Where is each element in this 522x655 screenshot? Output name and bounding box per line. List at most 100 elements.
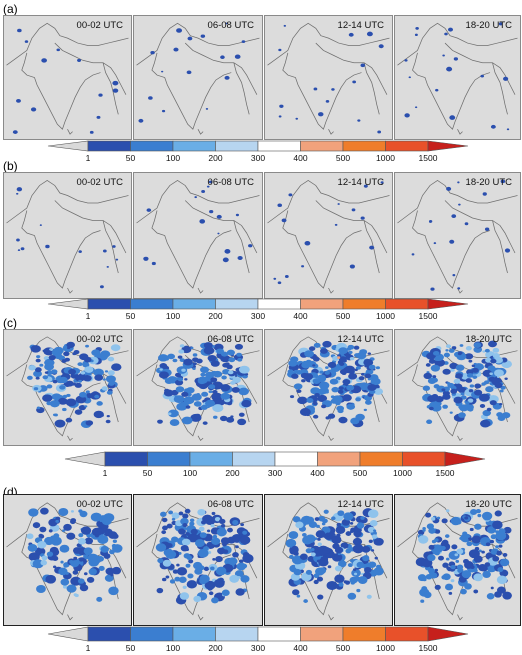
rain-cell [482,570,491,578]
colorbar-box [317,451,361,467]
rain-cell [78,538,86,545]
rain-cell [461,570,472,579]
rain-cell [428,544,435,550]
rain-cell [200,404,208,410]
rain-cell [203,566,210,571]
colorbar-box [274,451,318,467]
rain-cell [435,88,439,92]
rain-cell [481,382,486,386]
rain-cell [192,367,196,370]
rain-cell [374,556,378,560]
rain-cell [310,552,316,557]
rain-cell [455,364,465,371]
rain-cell [480,74,485,78]
rain-cell [436,516,441,520]
rain-cell [35,376,40,380]
map-canvas [136,502,260,621]
rain-cell [317,594,324,600]
rain-cell [339,369,348,375]
rain-cell [490,534,497,540]
rain-cell [94,534,99,538]
rain-cell [338,365,344,369]
rain-cell [291,545,299,552]
rain-cell [234,54,241,59]
rain-cell [445,344,452,349]
colorbar-box [147,451,191,467]
rain-cell [79,391,87,398]
rain-cell [313,573,320,579]
rain-cell [367,352,372,355]
rain-cell [279,104,284,108]
rain-cell [306,397,314,404]
rain-cell [360,216,365,220]
colorbar-tick-label: 1 [102,468,108,478]
rain-cell [205,107,209,110]
rain-cell [331,516,336,521]
rain-cell [36,584,46,593]
rain-cell [450,579,455,583]
rain-cell [214,516,221,522]
colorbar-box [385,298,429,310]
rain-cell [106,390,113,395]
rain-cell [295,521,304,529]
rain-cell [188,559,194,564]
rain-cell [428,220,433,223]
rain-cell [98,565,105,571]
rain-cell [201,383,209,388]
rain-cell [212,404,224,413]
rain-cell [460,392,465,396]
rain-cell [313,579,319,585]
colorbar-box [257,626,301,642]
rain-cell [364,373,372,379]
rain-cell [79,353,89,361]
rain-cell [228,357,236,363]
rain-cell [448,591,453,595]
rain-cell [495,545,499,549]
rain-cell [207,354,217,362]
rain-cell [65,417,73,423]
rain-cell [60,578,70,586]
rain-cell [320,348,328,354]
rain-cell [103,553,111,559]
rain-cell [175,386,185,393]
rain-cell [429,572,438,579]
rain-cell [143,256,149,261]
rain-cell [468,359,473,363]
rain-cell [235,213,239,217]
rain-cell [420,599,425,603]
rain-cell [184,378,188,381]
rain-cell [208,180,213,184]
rain-cell [492,347,500,353]
colorbar-tick-label: 50 [142,468,153,478]
rain-cell [200,34,206,38]
rain-cell [449,411,453,414]
rain-cell [186,70,192,75]
rain-cell [414,106,418,109]
rain-cell [107,356,115,362]
rain-cell [197,378,206,385]
rain-cell [468,389,474,393]
rain-cell [182,513,189,519]
rain-cell [502,591,512,600]
colorbar-box [215,626,259,642]
colorbar-max-arrow [427,626,469,642]
colorbar-tick-label: 1 [85,153,91,163]
rain-cell [302,535,313,545]
rain-cell [138,118,144,123]
rain-cell [373,388,384,395]
rain-cell [337,510,345,517]
colorbar: 1 50 100 200 300 400 500 1000 1500 [47,298,469,323]
rain-cell [112,80,119,86]
rain-cell [28,364,36,371]
colorbar-tick-label: 50 [125,311,136,321]
rain-cell [219,577,224,582]
rain-cell [343,512,354,521]
rain-cell [230,415,234,418]
rain-cell [468,549,480,559]
rain-cell [337,203,340,205]
rain-cell [220,524,226,528]
rain-cell [17,249,21,252]
rain-cell [216,348,224,355]
rain-cell [100,350,111,358]
rain-cell [45,574,57,584]
